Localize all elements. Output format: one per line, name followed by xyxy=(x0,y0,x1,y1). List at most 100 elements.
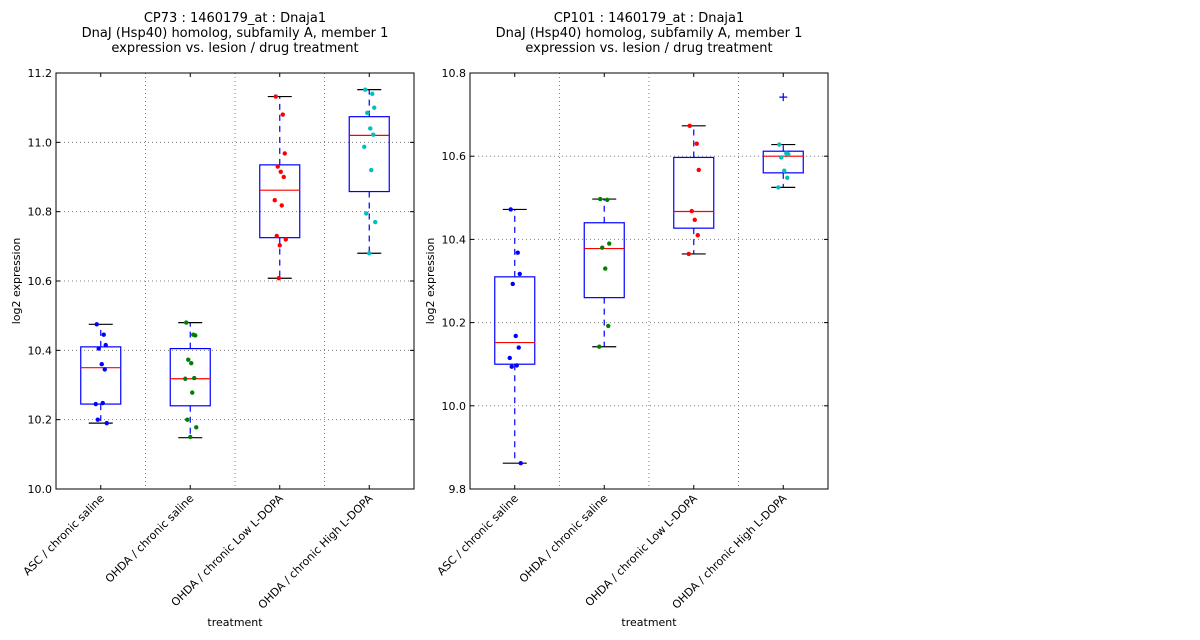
y-tick-label: 10.6 xyxy=(28,275,53,288)
box-group xyxy=(494,207,536,466)
data-point xyxy=(607,241,612,246)
chart-title-line-2: DnaJ (Hsp40) homolog, subfamily A, membe… xyxy=(496,26,803,41)
outlier-marker xyxy=(779,93,788,102)
data-point xyxy=(93,401,98,407)
y-tick-label: 10.6 xyxy=(442,150,467,163)
data-point xyxy=(786,151,791,157)
data-point xyxy=(777,142,782,147)
data-point xyxy=(183,376,188,381)
data-point xyxy=(185,417,190,422)
y-tick-label: 10.8 xyxy=(442,67,467,80)
box-group xyxy=(673,123,715,257)
data-point xyxy=(274,233,279,239)
data-point xyxy=(373,219,378,225)
y-tick-label: 10.2 xyxy=(28,414,53,427)
data-point xyxy=(194,425,199,430)
box-group xyxy=(583,196,625,349)
data-point xyxy=(776,185,781,190)
data-point xyxy=(694,141,699,146)
data-point xyxy=(104,420,109,426)
data-point xyxy=(189,360,194,366)
data-point xyxy=(192,375,197,381)
data-point xyxy=(279,203,284,208)
box-iqr xyxy=(348,116,390,193)
data-point xyxy=(367,251,372,256)
data-point xyxy=(689,208,694,214)
chart-title-line-3: expression vs. lesion / drug treatment xyxy=(525,41,772,56)
data-point xyxy=(276,276,281,281)
box-group xyxy=(348,87,390,256)
box-iqr xyxy=(494,276,536,365)
axes-frame xyxy=(469,72,829,490)
box-iqr xyxy=(80,346,122,405)
data-point xyxy=(692,217,697,223)
box-iqr xyxy=(169,348,211,407)
plot-area: 9.8 10.0 10.2 10.4 10.6 10.8 ASC / chronic sal… xyxy=(435,67,829,612)
data-point xyxy=(516,345,521,350)
data-point xyxy=(283,237,288,242)
data-point xyxy=(605,197,610,203)
data-point xyxy=(686,251,691,257)
x-axis-label: treatment xyxy=(621,616,677,629)
y-axis-label: log2 expression xyxy=(424,238,437,325)
x-tick-label: OHDA / chronic saline xyxy=(103,492,197,586)
data-point xyxy=(282,151,287,156)
y-tick-label: 9.8 xyxy=(449,483,467,496)
y-tick-label: 10.2 xyxy=(442,317,467,330)
data-point xyxy=(184,320,189,325)
data-point xyxy=(507,355,512,361)
data-point xyxy=(362,144,367,150)
data-point xyxy=(94,322,99,327)
chart-title-line-1: CP101 : 1460179_at : Dnaja1 xyxy=(554,11,745,26)
data-point xyxy=(280,112,285,117)
data-point xyxy=(365,110,370,116)
chart-title-line-2: DnaJ (Hsp40) homolog, subfamily A, membe… xyxy=(82,26,389,41)
chart-title-line-1: CP73 : 1460179_at : Dnaja1 xyxy=(144,11,326,26)
y-tick-label: 10.0 xyxy=(442,400,467,413)
data-point xyxy=(597,344,602,349)
data-point xyxy=(372,105,377,110)
x-tick-label: OHDA / chronic saline xyxy=(517,492,611,586)
data-point xyxy=(364,211,369,216)
data-point xyxy=(278,169,283,174)
data-point xyxy=(514,363,519,368)
data-point xyxy=(510,281,515,287)
data-point xyxy=(606,323,611,329)
data-point xyxy=(273,94,278,99)
data-point xyxy=(518,461,523,466)
data-point xyxy=(193,333,198,338)
x-tick-label: ASC / chronic saline xyxy=(435,492,521,578)
data-point xyxy=(513,333,518,339)
chart-title-line-3: expression vs. lesion / drug treatment xyxy=(111,41,358,56)
plot-area: 10.0 10.2 10.4 10.6 10.8 11.0 11.2 ASC / chroni… xyxy=(21,67,415,612)
y-tick-label: 11.2 xyxy=(28,67,53,80)
box-group xyxy=(762,93,804,190)
y-tick-label: 10.4 xyxy=(28,344,53,357)
y-tick-label: 10.0 xyxy=(28,483,53,496)
data-point xyxy=(363,87,368,92)
data-point xyxy=(371,132,376,137)
y-axis-label: log2 expression xyxy=(10,238,23,325)
data-point xyxy=(696,167,701,173)
box-iqr xyxy=(583,222,625,299)
data-point xyxy=(517,271,522,277)
data-point xyxy=(369,167,374,173)
data-point xyxy=(598,196,603,202)
y-tick-label: 10.4 xyxy=(442,233,467,246)
box-iqr xyxy=(259,164,301,239)
x-tick-label: ASC / chronic saline xyxy=(21,492,107,578)
data-point xyxy=(603,266,608,271)
data-point xyxy=(785,175,790,181)
box-group xyxy=(80,322,122,426)
data-point xyxy=(277,243,282,248)
data-point xyxy=(275,164,280,169)
data-point xyxy=(281,174,286,180)
boxplot-panel-cp73: CP73 : 1460179_at : Dnaja1 DnaJ (Hsp40) … xyxy=(10,11,415,629)
y-tick-label: 11.0 xyxy=(28,136,53,149)
data-point xyxy=(368,126,373,131)
data-point xyxy=(99,362,104,367)
data-point xyxy=(95,417,100,422)
data-point xyxy=(782,168,787,173)
data-point xyxy=(600,245,605,250)
